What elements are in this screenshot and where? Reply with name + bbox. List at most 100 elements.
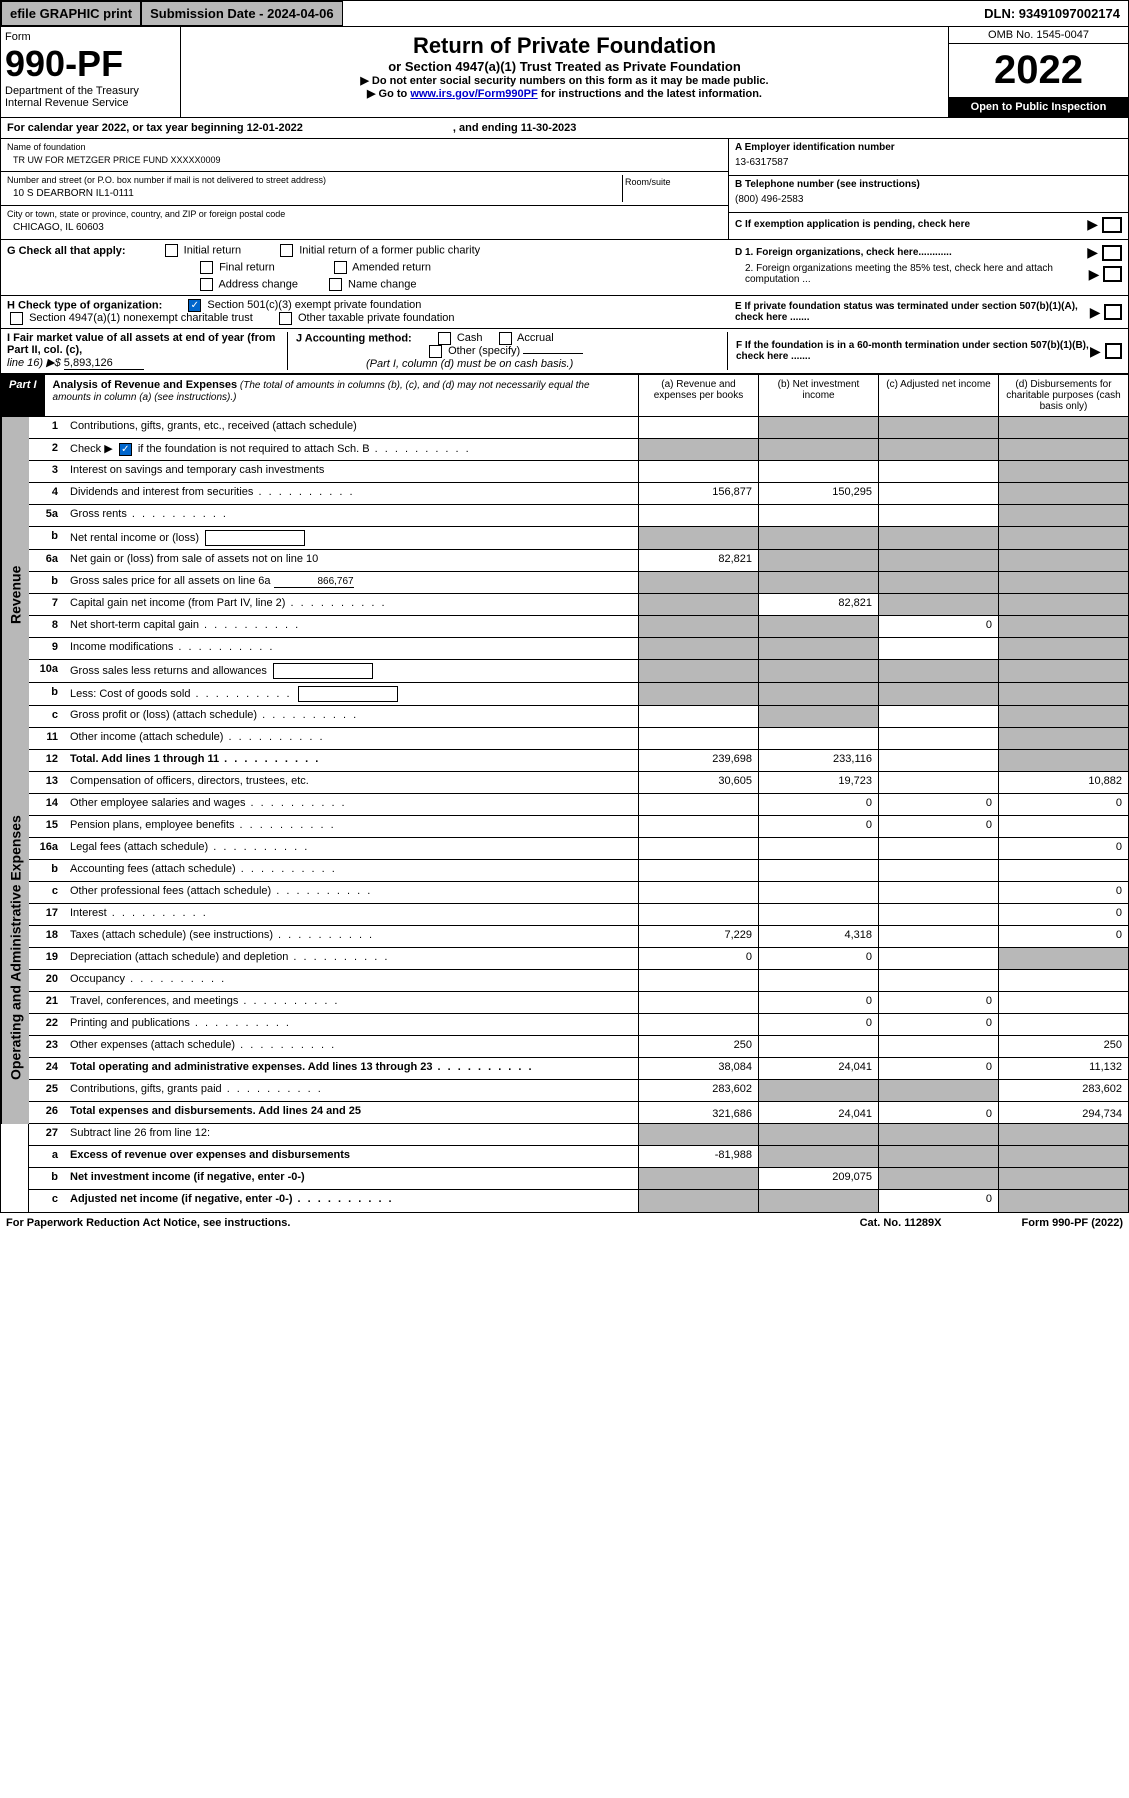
table-row: cAdjusted net income (if negative, enter… [29, 1190, 1128, 1212]
arrow-icon: ▶ [1087, 244, 1098, 261]
h-label: H Check type of organization: [7, 299, 162, 311]
4947-checkbox[interactable] [10, 312, 23, 325]
501c3-checkbox[interactable] [188, 299, 201, 312]
table-row: bGross sales price for all assets on lin… [29, 572, 1128, 594]
table-row: 7Capital gain net income (from Part IV, … [29, 594, 1128, 616]
name-change-label: Name change [348, 278, 417, 290]
table-row: 24Total operating and administrative exp… [29, 1058, 1128, 1080]
arrow-icon: ▶ [1090, 343, 1101, 360]
d2-checkbox[interactable] [1103, 266, 1122, 282]
other-taxable-label: Other taxable private foundation [298, 312, 455, 324]
calyear-end: , and ending 11-30-2023 [453, 122, 577, 134]
j-label: J Accounting method: [296, 332, 412, 344]
schb-checkbox[interactable] [119, 443, 132, 456]
table-row: 26Total expenses and disbursements. Add … [29, 1102, 1128, 1124]
arrow-icon: ▶ [1087, 216, 1098, 233]
phone-label: B Telephone number (see instructions) [735, 179, 1122, 190]
final-return-checkbox[interactable] [200, 261, 213, 274]
arrow-icon: ▶ [1089, 266, 1100, 283]
tax-year: 2022 [949, 44, 1128, 97]
form-number: 990-PF [5, 43, 176, 85]
table-row: bAccounting fees (attach schedule) [29, 860, 1128, 882]
table-row: 8Net short-term capital gain0 [29, 616, 1128, 638]
form-title: Return of Private Foundation [187, 33, 942, 59]
table-row: 15Pension plans, employee benefits00 [29, 816, 1128, 838]
cash-checkbox[interactable] [438, 332, 451, 345]
form-header: Form 990-PF Department of the Treasury I… [1, 27, 1128, 118]
arrow-icon: ▶ [1090, 304, 1101, 321]
e-checkbox[interactable] [1104, 304, 1122, 320]
d1-label: D 1. Foreign organizations, check here..… [735, 247, 952, 258]
addr-label: Number and street (or P.O. box number if… [7, 175, 622, 185]
top-bar: efile GRAPHIC print Submission Date - 20… [1, 1, 1128, 27]
exemption-checkbox[interactable] [1102, 217, 1122, 233]
table-row: 21Travel, conferences, and meetings00 [29, 992, 1128, 1014]
form-ref: Form 990-PF (2022) [1022, 1217, 1123, 1229]
col-d-header: (d) Disbursements for charitable purpose… [998, 375, 1128, 416]
i-line16: line 16) ▶$ [7, 357, 64, 369]
expenses-side-label: Operating and Administrative Expenses [1, 772, 29, 1124]
col-c-header: (c) Adjusted net income [878, 375, 998, 416]
initial-return-checkbox[interactable] [165, 244, 178, 257]
other-taxable-checkbox[interactable] [279, 312, 292, 325]
omb-number: OMB No. 1545-0047 [949, 27, 1128, 44]
final-return-label: Final return [219, 261, 275, 273]
f-checkbox[interactable] [1105, 343, 1122, 359]
table-row: 5aGross rents [29, 505, 1128, 527]
form-label: Form [5, 31, 176, 43]
instr-ssn: ▶ Do not enter social security numbers o… [187, 74, 942, 87]
table-row: 19Depreciation (attach schedule) and dep… [29, 948, 1128, 970]
table-row: 23Other expenses (attach schedule)250250 [29, 1036, 1128, 1058]
submission-date: Submission Date - 2024-04-06 [141, 1, 343, 26]
table-row: 12Total. Add lines 1 through 11239,69823… [29, 750, 1128, 772]
table-row: 9Income modifications [29, 638, 1128, 660]
table-row: aExcess of revenue over expenses and dis… [29, 1146, 1128, 1168]
name-change-checkbox[interactable] [329, 278, 342, 291]
table-row: 13Compensation of officers, directors, t… [29, 772, 1128, 794]
initial-former-label: Initial return of a former public charit… [299, 244, 480, 256]
table-row: 14Other employee salaries and wages000 [29, 794, 1128, 816]
dln: DLN: 93491097002174 [976, 2, 1128, 25]
table-row: 16aLegal fees (attach schedule)0 [29, 838, 1128, 860]
instr-post: for instructions and the latest informat… [538, 88, 762, 100]
g-label: G Check all that apply: [7, 245, 126, 257]
instr-link-row: ▶ Go to www.irs.gov/Form990PF for instru… [187, 87, 942, 100]
efile-print-button[interactable]: efile GRAPHIC print [1, 1, 141, 26]
j-note: (Part I, column (d) must be on cash basi… [366, 358, 573, 370]
cat-number: Cat. No. 11289X [860, 1217, 942, 1229]
e-label: E If private foundation status was termi… [735, 301, 1090, 323]
amended-return-label: Amended return [352, 261, 431, 273]
table-row: 3Interest on savings and temporary cash … [29, 461, 1128, 483]
foundation-name: TR UW FOR METZGER PRICE FUND XXXXX0009 [7, 152, 722, 168]
amended-return-checkbox[interactable] [334, 261, 347, 274]
table-row: bLess: Cost of goods sold [29, 683, 1128, 706]
accrual-checkbox[interactable] [499, 332, 512, 345]
accrual-label: Accrual [517, 332, 554, 344]
col-a-header: (a) Revenue and expenses per books [638, 375, 758, 416]
fmv-value: 5,893,126 [64, 357, 144, 370]
irs-label: Internal Revenue Service [5, 97, 176, 109]
form990pf-link[interactable]: www.irs.gov/Form990PF [410, 88, 537, 100]
dept-treasury: Department of the Treasury [5, 85, 176, 97]
calendar-year-row: For calendar year 2022, or tax year begi… [1, 118, 1128, 139]
i-label: I Fair market value of all assets at end… [7, 332, 275, 356]
initial-former-checkbox[interactable] [280, 244, 293, 257]
exemption-pending-label: C If exemption application is pending, c… [735, 219, 970, 230]
table-row: 20Occupancy [29, 970, 1128, 992]
part1-label: Part I [1, 375, 45, 416]
city-label: City or town, state or province, country… [7, 209, 722, 219]
table-row: 17Interest0 [29, 904, 1128, 926]
other-method-checkbox[interactable] [429, 345, 442, 358]
table-row: 1Contributions, gifts, grants, etc., rec… [29, 417, 1128, 439]
d1-checkbox[interactable] [1102, 245, 1122, 261]
f-label: F If the foundation is in a 60-month ter… [736, 340, 1090, 362]
table-row: 2Check ▶ if the foundation is not requir… [29, 439, 1128, 461]
table-row: 22Printing and publications00 [29, 1014, 1128, 1036]
address-change-checkbox[interactable] [200, 278, 213, 291]
ein-label: A Employer identification number [735, 142, 1122, 153]
initial-return-label: Initial return [184, 244, 241, 256]
d2-label: 2. Foreign organizations meeting the 85%… [745, 263, 1089, 285]
table-row: bNet investment income (if negative, ent… [29, 1168, 1128, 1190]
form-subtitle: or Section 4947(a)(1) Trust Treated as P… [187, 59, 942, 74]
col-b-header: (b) Net investment income [758, 375, 878, 416]
